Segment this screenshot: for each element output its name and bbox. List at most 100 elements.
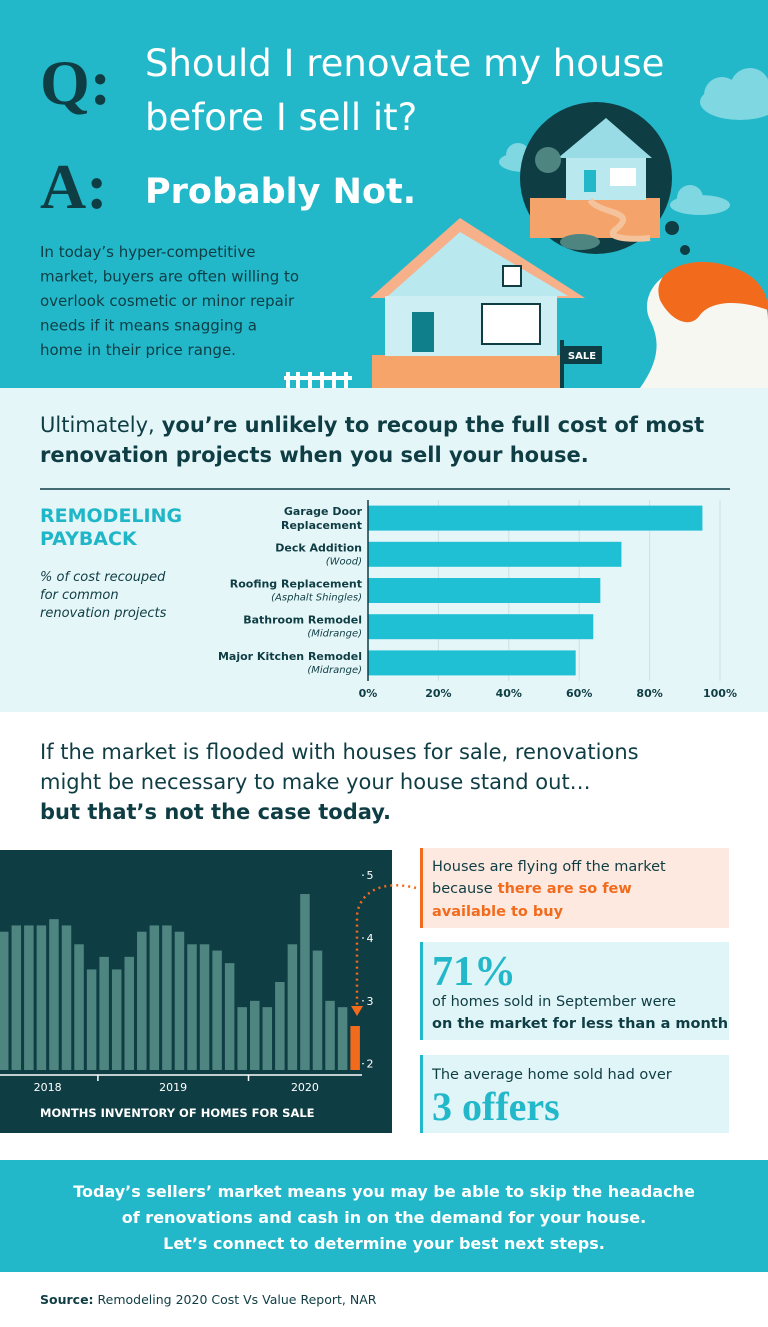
fact-text: The average home sold had over [431,1067,672,1083]
intro-line: overlook cosmetic or minor repair [40,292,295,310]
fact-border [420,1055,423,1133]
payback-note: renovation projects [40,606,167,621]
bar [368,614,594,640]
recoup-heading: Ultimately, you’re unlikely to recoup the… [40,413,704,437]
bar [149,925,160,1070]
market-emphasis: but that’s not the case today. [40,800,391,824]
answer-mark: A: [40,151,108,222]
bar [187,944,197,1070]
question-line: before I sell it? [145,96,417,139]
x-tick-label: 2020 [291,1081,319,1094]
y-tick-label: 3 [367,995,374,1008]
fact-stat: 71% [432,949,516,995]
bar [99,956,109,1070]
bar [49,919,59,1070]
payback-note: % of cost recouped [40,570,166,585]
bar [74,944,84,1070]
y-tick-label: 2 [367,1058,374,1071]
bar [275,982,285,1070]
bar [36,925,47,1070]
sale-sign: SALE [568,351,596,362]
chart-title: MONTHS INVENTORY OF HOMES FOR SALE [40,1106,315,1120]
bar [174,931,185,1070]
pointer-head [351,1006,363,1016]
x-tick-label: 20% [425,687,451,700]
bar [111,969,122,1070]
source-label: Source: [40,1292,94,1307]
category-sublabel: (Midrange) [307,629,362,640]
source-bg [0,1272,768,1327]
inventory-chart: 2 3 4 5 2018 2019 2020 MONTHS INVENTORY OF HOME… [0,869,374,1120]
x-tick-label: 0% [359,687,378,700]
thought-bubble [520,102,696,272]
source-text: Remodeling 2020 Cost Vs Value Report, NA… [98,1292,377,1307]
bar [368,650,576,676]
fact-lead: because [432,881,493,897]
bar [250,1000,260,1070]
bar [368,541,622,567]
recoup-emphasis: renovation projects when you sell your h… [40,443,589,467]
y-tick-label: 5 [367,869,374,882]
x-tick-label: 60% [566,687,592,700]
recoup-lead: Ultimately, [40,413,155,437]
closing-line: Today’s sellers’ market means you may be… [73,1182,695,1201]
bar [0,931,9,1070]
bar [137,931,147,1070]
fact-box [420,848,729,928]
category-label: Garage Door [284,505,363,518]
x-tick-label: 80% [636,687,662,700]
market-line: might be necessary to make your house st… [40,770,591,794]
bar [199,944,210,1070]
bar [24,925,34,1070]
fact-box [420,1055,729,1133]
bar [124,956,134,1070]
fact-box [420,942,729,1040]
bar [337,1007,348,1070]
intro-line: needs if it means snagging a [40,317,257,335]
category-sublabel: (Wood) [326,556,362,567]
intro: In today’s hyper-competitive market, buye… [40,243,299,359]
fact-border [420,848,423,928]
payback-chart: 0% 20% 40% 60% 80% 100% Garage DoorReplacement… [218,500,737,700]
bar [224,963,235,1070]
bar [312,950,323,1070]
answer: Probably Not. [145,172,416,212]
bar [262,1007,273,1070]
fact-highlight: there are so few [498,881,632,897]
house-illustration: SALE [284,218,602,388]
category-label: Replacement [281,519,362,532]
intro-line: market, buyers are often willing to [40,268,299,286]
bar [86,969,97,1070]
category-label: Roofing Replacement [230,578,362,591]
pointer-arrow [355,884,417,1008]
bar [368,505,703,531]
intro-line: home in their price range. [40,341,236,359]
x-tick-label: 2019 [159,1081,187,1094]
payback-title: PAYBACK [40,528,138,550]
intro-line: In today’s hyper-competitive [40,243,255,261]
category-sublabel: (Midrange) [307,665,362,676]
category-label: Deck Addition [275,541,362,554]
bar [325,1000,335,1070]
category-label: Major Kitchen Remodel [218,650,362,663]
bar [11,925,22,1070]
category-label: Bathroom Remodel [243,614,362,627]
fact-text: because there are so few [432,881,632,897]
recoup-emphasis: you’re unlikely to recoup the full cost … [162,413,704,437]
fact-text: Houses are flying off the market [432,859,666,875]
market-line: If the market is flooded with houses for… [40,740,639,764]
y-tick-label: 4 [367,932,374,945]
bar [287,944,298,1070]
fact-stat: 3 offers [432,1084,560,1129]
question: Should I renovate my house before I sell… [145,42,676,139]
fact-border [420,942,423,1040]
closing-line: Let’s connect to determine your best nex… [163,1234,605,1253]
bar [212,950,222,1070]
bar [300,894,310,1070]
fact-text: of homes sold in September were [432,994,676,1010]
woman-illustration [640,261,768,388]
question-line: Should I renovate my house [145,42,664,85]
payback-note: for common [40,588,119,603]
